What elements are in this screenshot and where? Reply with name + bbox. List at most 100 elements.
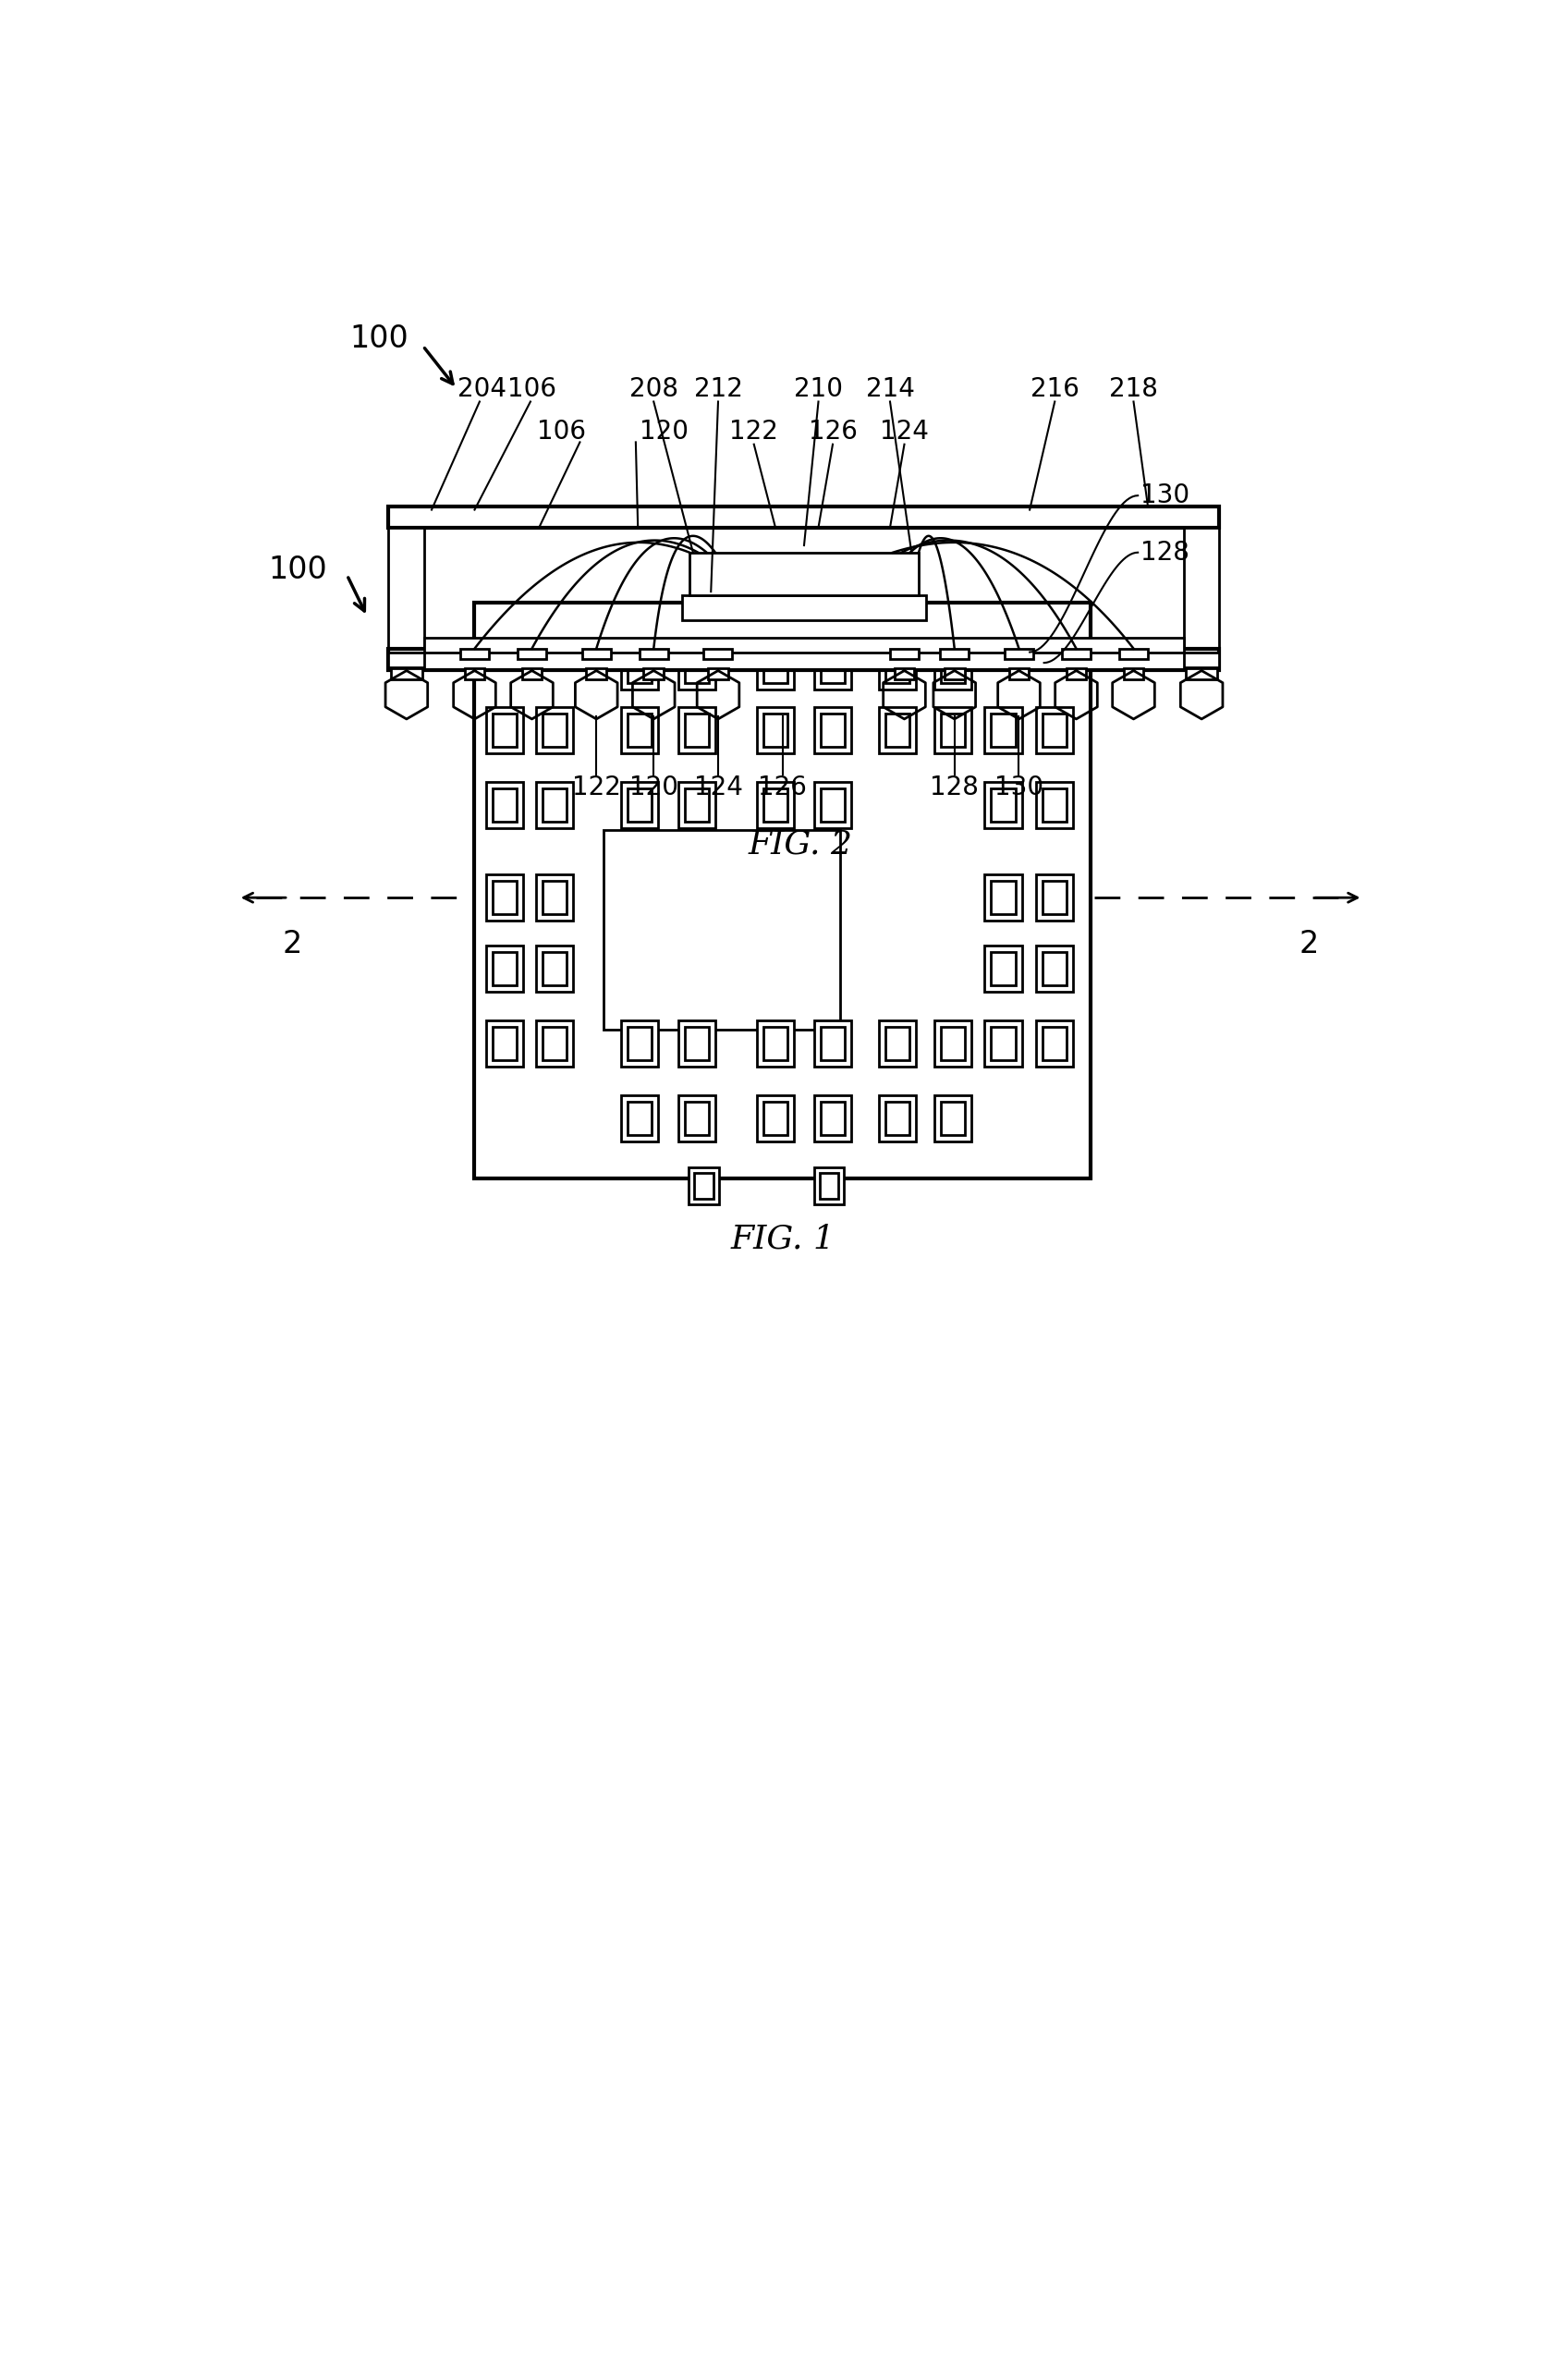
Bar [492, 952, 517, 985]
Bar [877, 707, 915, 754]
Text: 126: 126 [807, 419, 857, 445]
Bar [813, 1021, 851, 1066]
Bar [1066, 669, 1085, 678]
Bar [677, 707, 715, 754]
Bar [492, 714, 517, 747]
Bar [464, 669, 484, 678]
Bar [688, 552, 918, 595]
Bar [940, 650, 965, 683]
Bar [1035, 945, 1072, 992]
Text: 2: 2 [1299, 928, 1317, 959]
Bar [628, 714, 651, 747]
Bar [389, 507, 1219, 528]
Bar [813, 1095, 851, 1142]
Bar [1043, 714, 1066, 747]
Bar [813, 783, 851, 828]
Bar [933, 1095, 971, 1142]
Bar [684, 650, 709, 683]
Bar [628, 650, 651, 683]
Bar [628, 1102, 651, 1135]
Bar [885, 1026, 909, 1059]
Bar [620, 1095, 657, 1142]
Bar [517, 650, 546, 659]
Bar [390, 669, 421, 678]
Bar [757, 707, 793, 754]
Bar [389, 652, 425, 669]
Text: 100: 100 [268, 555, 328, 585]
Bar [684, 1102, 709, 1135]
Bar [628, 1026, 651, 1059]
Bar [820, 788, 845, 821]
Bar [688, 1166, 718, 1204]
Bar [389, 528, 425, 652]
Bar [944, 669, 965, 678]
Bar [677, 643, 715, 690]
Bar [695, 1173, 713, 1200]
Text: 128: 128 [1140, 540, 1189, 566]
Bar [535, 1021, 573, 1066]
Bar [990, 714, 1015, 747]
Bar [535, 873, 573, 921]
Bar [492, 881, 517, 914]
Text: FIG. 1: FIG. 1 [731, 1223, 834, 1254]
Text: 216: 216 [1030, 376, 1079, 402]
Bar [1043, 952, 1066, 985]
Bar [684, 714, 709, 747]
Bar [877, 643, 915, 690]
Bar [894, 669, 913, 678]
Bar [643, 669, 663, 678]
Bar [628, 788, 651, 821]
Text: 122: 122 [571, 774, 620, 800]
Bar [983, 783, 1021, 828]
Bar [933, 1021, 971, 1066]
Bar [820, 1102, 845, 1135]
Bar [877, 1021, 915, 1066]
Bar [813, 707, 851, 754]
Bar [521, 669, 542, 678]
Bar [620, 1021, 657, 1066]
Bar [707, 669, 727, 678]
Text: 106: 106 [507, 376, 556, 402]
Bar [620, 707, 657, 754]
Bar [704, 650, 732, 659]
Bar [677, 783, 715, 828]
Bar [890, 650, 918, 659]
Text: 208: 208 [629, 376, 677, 402]
Text: 122: 122 [729, 419, 777, 445]
Bar [475, 602, 1090, 1178]
Bar [535, 945, 573, 992]
Bar [885, 650, 909, 683]
Bar [983, 873, 1021, 921]
Bar [885, 714, 909, 747]
Bar [542, 952, 567, 985]
Bar [677, 1095, 715, 1142]
Bar [820, 650, 845, 683]
Text: 130: 130 [994, 774, 1043, 800]
Bar [684, 1026, 709, 1059]
Bar [585, 669, 606, 678]
Bar [542, 714, 567, 747]
Text: 126: 126 [757, 774, 807, 800]
Bar [1122, 669, 1143, 678]
Bar [763, 1026, 787, 1059]
Bar [1061, 650, 1090, 659]
Bar [620, 643, 657, 690]
Bar [990, 788, 1015, 821]
Bar [990, 881, 1015, 914]
Bar [389, 650, 1219, 669]
Bar [1035, 707, 1072, 754]
Bar [485, 707, 523, 754]
Bar [425, 638, 1183, 652]
Text: 210: 210 [793, 376, 843, 402]
Bar [877, 1095, 915, 1142]
Bar [990, 1026, 1015, 1059]
Text: 214: 214 [865, 376, 913, 402]
Bar [485, 873, 523, 921]
Text: 120: 120 [638, 419, 688, 445]
Text: 120: 120 [629, 774, 677, 800]
Bar [757, 783, 793, 828]
Bar [485, 945, 523, 992]
Bar [1008, 669, 1029, 678]
Bar [1043, 1026, 1066, 1059]
Text: 2: 2 [283, 928, 301, 959]
